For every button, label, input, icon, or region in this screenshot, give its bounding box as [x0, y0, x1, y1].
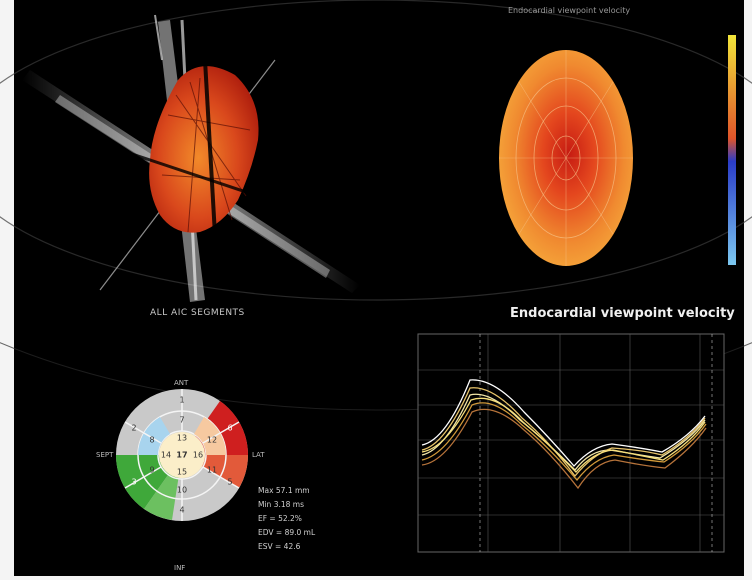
velocity-bullseye [499, 50, 633, 266]
segment-label: 10 [176, 485, 188, 495]
segment-label: 7 [179, 415, 185, 425]
segment-label: 1 [179, 395, 185, 405]
segment-label: 15 [176, 467, 188, 477]
segment-label: 3 [131, 477, 137, 487]
segment-label: 8 [149, 435, 155, 445]
segment-label: 16 [192, 450, 204, 460]
stat-line: Max 57.1 mm [258, 486, 310, 495]
segment-label: 12 [206, 435, 218, 445]
decorative-arc-outer [0, 342, 752, 411]
segment-label: 9 [149, 465, 155, 475]
segment-label: 11 [206, 465, 218, 475]
stat-line: EDV = 89.0 mL [258, 528, 316, 537]
segment-label: 14 [160, 450, 172, 460]
segment-label: 4 [179, 505, 185, 515]
stat-line: Min 3.18 ms [258, 500, 304, 509]
segment-label: 6 [227, 423, 233, 433]
segment-label: 2 [131, 423, 137, 433]
segment-17: 17 [176, 450, 188, 460]
model-label: ALL AIC SEGMENTS [150, 308, 245, 318]
segment-label: 5 [227, 477, 233, 487]
segment-label: 13 [176, 433, 188, 443]
segment-map [115, 389, 248, 521]
velocity-graph [417, 333, 725, 553]
stat-line: EF = 52.2% [258, 514, 302, 523]
orientation-right: LAT [252, 451, 265, 459]
graph-title: Endocardial viewpoint velocity [510, 306, 735, 321]
orientation-top: ANT [174, 379, 189, 387]
stat-line: ESV = 42.6 [258, 542, 301, 551]
3d-heart-model [22, 14, 360, 302]
orientation-bottom: INF [174, 564, 186, 572]
bullseye-label: Endocardial viewpoint velocity [508, 6, 631, 15]
color-scale-bar [728, 35, 736, 265]
decorative-arc [0, 0, 752, 301]
orientation-left: SEPT [96, 451, 114, 459]
